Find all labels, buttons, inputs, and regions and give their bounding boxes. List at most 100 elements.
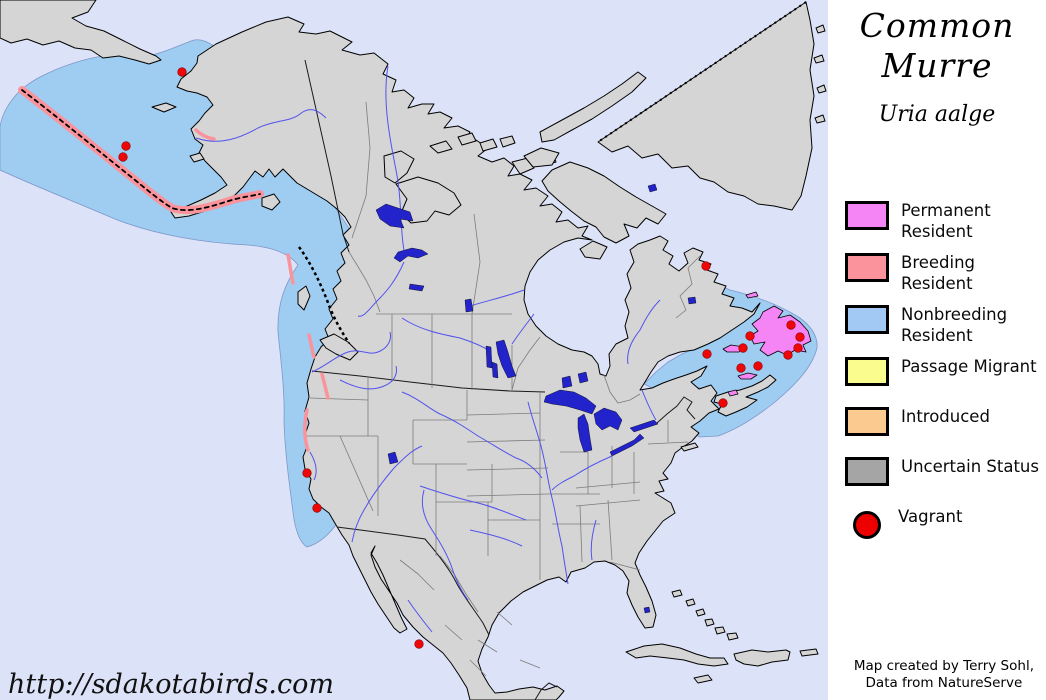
lake-reindeer: [464, 298, 474, 313]
lake-nettilling: [647, 183, 658, 193]
vagrant-dot: [177, 67, 187, 77]
passage-swatch: [845, 357, 889, 386]
lake-great-slave: [393, 247, 429, 263]
vagrant-dots-layer: [118, 67, 805, 649]
lake-winnipeg-group: [485, 339, 517, 379]
lake-huron: [593, 407, 623, 431]
lake-of-the-woods: [561, 371, 589, 389]
island-haida-gwaii: [297, 285, 311, 311]
page-title-line2: Murre: [881, 46, 993, 85]
north-america-range-map: [0, 0, 828, 700]
vagrant-dot: [701, 261, 711, 271]
mexico-state-borders: [399, 555, 541, 677]
legend-item-uncertain: Uncertain Status: [845, 456, 1040, 496]
nonbreeding-swatch: [845, 305, 889, 334]
island-nunivak: [189, 152, 205, 163]
vagrant-dot: [302, 468, 312, 478]
vagrant-dot: [718, 398, 728, 408]
attribution-line2: Data from NatureServe: [865, 675, 1023, 691]
lake-michigan: [577, 413, 593, 453]
legend-item-passage: Passage Migrant: [845, 356, 1040, 396]
vagrant-dot: [414, 639, 424, 649]
island-hispaniola: [733, 649, 791, 667]
breeding-se-alaska: [286, 253, 295, 285]
breeding-vancouver-island: [307, 333, 316, 359]
lake-great-bear: [375, 203, 414, 229]
vagrant-dot: [786, 320, 796, 330]
great-salt-lake: [387, 451, 399, 465]
permanent-nova-scotia-sliver: [727, 389, 739, 397]
lake-smallwood: [687, 296, 697, 305]
legend-item-breeding: Breeding Resident: [845, 252, 1040, 294]
vagrant-dot: [118, 152, 128, 162]
aleutian-island-specks: [21, 89, 261, 212]
lake-okeechobee: [643, 606, 651, 614]
border-alaska-canada: [304, 59, 350, 253]
title-block: Common Murre Uria aalge: [828, 0, 1046, 127]
lake-ontario: [629, 419, 659, 433]
website-watermark: http://sdakotabirds.com: [8, 669, 334, 700]
scientific-name: Uria aalge: [878, 102, 996, 127]
islands-greenland-east: [813, 24, 827, 124]
island-puerto-rico: [799, 648, 819, 657]
russia-chukotka: [0, 0, 162, 65]
nova-scotia: [713, 374, 777, 417]
rivers: [195, 65, 661, 633]
island-banks: [383, 150, 415, 184]
breeding-seward-coast: [194, 128, 216, 141]
legend-item-vagrant: Vagrant: [845, 506, 1040, 546]
lake-athabasca: [408, 283, 425, 292]
island-cuba: [625, 643, 729, 667]
lake-layer: [375, 183, 697, 614]
uncertain-swatch: [845, 457, 889, 486]
permanent-range-layer: [722, 291, 812, 397]
legend-item-introduced: Introduced: [845, 406, 1040, 446]
breeding-range-layer: [18, 86, 330, 452]
border-us-canada: [311, 370, 696, 424]
breeding-swatch: [845, 253, 889, 282]
vagrant-dot: [745, 331, 755, 341]
island-long-island: [680, 442, 699, 452]
river-layer: [195, 65, 661, 633]
island-devon: [523, 147, 560, 168]
introduced-swatch: [845, 407, 889, 436]
vagrant-dot: [738, 343, 748, 353]
legend-label: Nonbreeding Resident: [901, 305, 1008, 345]
legend-item-nonbreeding: Nonbreeding Resident: [845, 304, 1040, 346]
border-mexico-guatemala: [534, 682, 558, 700]
permanent-swatch: [845, 201, 889, 230]
lake-erie: [609, 433, 645, 457]
info-panel: Common Murre Uria aalge Permanent Reside…: [828, 0, 1046, 700]
legend-label: Permanent Resident: [901, 201, 991, 241]
legend-label: Vagrant: [898, 507, 963, 526]
permanent-pei: [737, 372, 758, 380]
lake-superior: [543, 389, 597, 415]
vagrant-dot: [793, 343, 803, 353]
island-baffin: [541, 161, 667, 244]
vagrant-dot: [736, 363, 746, 373]
vagrant-dot: [702, 349, 712, 359]
page-title-line1: Common: [859, 6, 1015, 45]
border-layer: [304, 59, 701, 700]
legend-label: Introduced: [901, 407, 990, 426]
island-st-lawrence: [151, 102, 177, 113]
greenland: [597, 1, 815, 211]
islands-melville-group: [429, 132, 557, 175]
map-attribution: Map created by Terry Sohl, Data from Nat…: [854, 658, 1034, 692]
border-alaska-panhandle: [348, 251, 381, 313]
vagrant-dot: [753, 361, 763, 371]
island-kodiak: [261, 193, 281, 211]
island-ellesmere: [539, 71, 647, 143]
island-vancouver: [319, 333, 359, 361]
bc-fjords-decor: [297, 246, 351, 344]
vagrant-dot-icon: [853, 511, 881, 539]
breeding-washington: [320, 372, 330, 400]
vagrant-dot: [795, 332, 805, 342]
permanent-labrador-sliver: [745, 291, 759, 299]
legend-item-permanent: Permanent Resident: [845, 200, 1040, 242]
legend-label: Uncertain Status: [901, 457, 1039, 476]
north-america-mainland: [170, 16, 761, 700]
legend: Permanent Resident Breeding Resident Non…: [845, 200, 1040, 556]
us-state-borders: [306, 376, 689, 580]
